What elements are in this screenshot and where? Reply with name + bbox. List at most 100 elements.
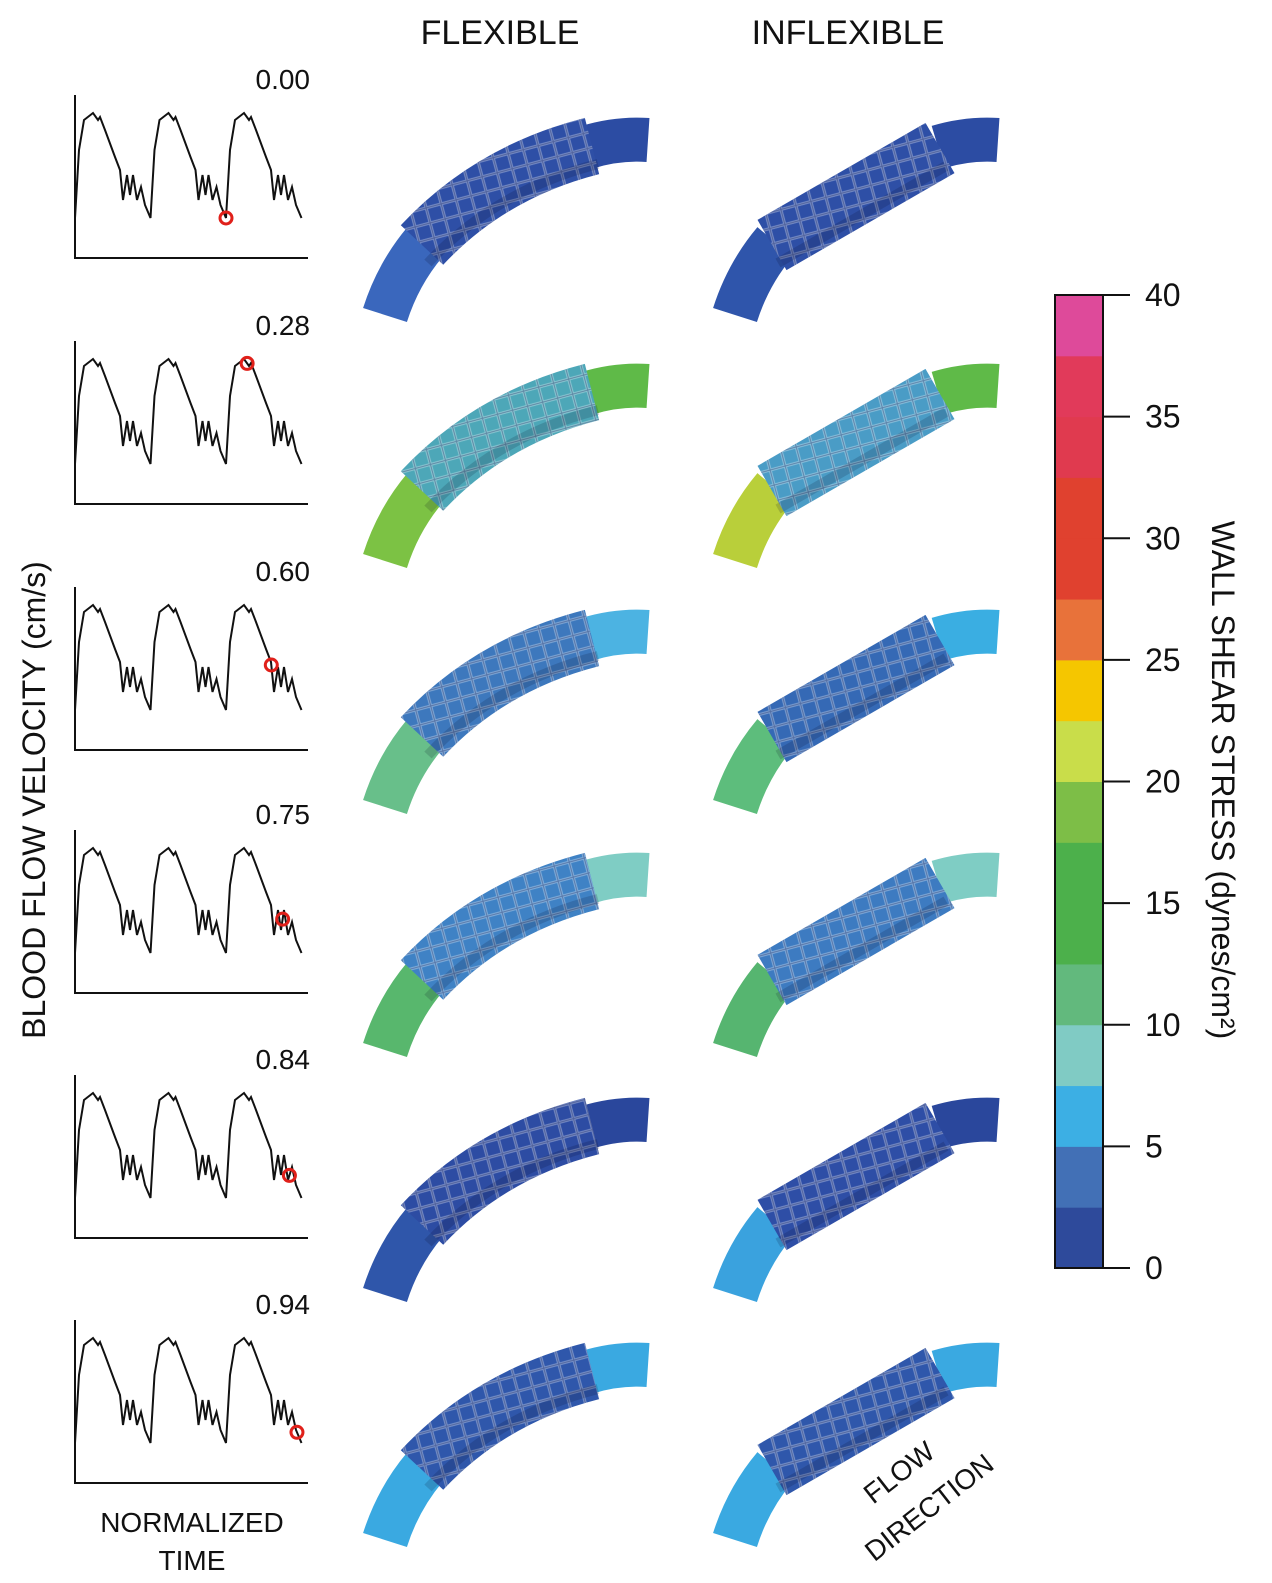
stent-mesh [757,1347,955,1496]
vessel-proximal [931,609,1000,661]
stent-mesh [400,852,600,1001]
colorbar-level [1055,781,1103,843]
x-axis-label: NORMALIZED [100,1507,284,1538]
colorbar-title: WALL SHEAR STRESS (dynes/cm²) [1205,521,1241,1040]
time-label: 0.00 [256,64,311,95]
colorbar-level [1055,903,1103,965]
colorbar-tick-label: 30 [1145,520,1181,556]
colorbar-tick-label: 5 [1145,1128,1163,1164]
vessel-shade [424,1139,600,1247]
colorbar-tick-label: 40 [1145,277,1181,313]
vessel-shade [424,894,600,1002]
stent-mesh [400,609,600,758]
vessel-distal [713,1452,793,1548]
vessel-shade [424,405,600,513]
vessel-distal [363,1452,443,1548]
stent-mesh [757,614,955,763]
time-marker [263,657,279,673]
column-title: INFLEXIBLE [752,14,945,52]
vessel-proximal [581,117,650,169]
colorbar-level [1055,355,1103,418]
axes [74,341,308,505]
vessel-distal [713,1207,793,1303]
waveform [74,1336,303,1444]
vessel-distal [363,962,443,1058]
vessel-proximal [581,363,650,415]
time-label: 0.60 [256,556,311,587]
vessel-proximal [581,1097,650,1149]
vessel-shade [424,651,600,759]
stent-mesh [400,1097,600,1246]
vessel-shade [775,896,949,1003]
colorbar-tick-label: 0 [1145,1250,1163,1286]
stent-mesh [400,117,600,266]
colorbar-tick-label: 15 [1145,885,1181,921]
vessel-proximal [931,117,1000,169]
time-marker [289,1424,305,1440]
vessel-shade [424,1384,600,1492]
colorbar-level [1055,295,1103,357]
colorbar-level [1055,842,1103,904]
stent-mesh [757,368,955,517]
vessel-proximal [581,1342,650,1394]
time-marker [275,911,291,927]
stent-mesh [757,122,955,271]
time-label: 0.84 [256,1044,311,1075]
colorbar-level [1055,1146,1103,1208]
vessel-distal [363,227,443,323]
vessel-shade [424,159,600,267]
colorbar-level [1055,538,1103,600]
axes [74,830,308,994]
colorbar-tick-label: 25 [1145,642,1181,678]
axes [74,95,308,259]
vessel-shade [775,407,949,514]
time-marker [281,1167,297,1183]
vessel-proximal [931,852,1000,904]
vessel-distal [363,1207,443,1303]
vessel-proximal [581,609,650,661]
waveform [74,846,303,954]
vessel-proximal [931,363,1000,415]
colorbar-level [1055,659,1103,722]
stent-mesh [400,363,600,512]
time-marker [218,210,234,226]
axes [74,1320,308,1484]
waveform [74,111,303,219]
vessel-shade [775,161,949,268]
vessel-shade [775,653,949,760]
time-label: 0.75 [256,799,311,830]
column-title: FLEXIBLE [421,14,580,52]
vessel-distal [713,719,793,815]
y-axis-label: BLOOD FLOW VELOCITY (cm/s) [16,561,52,1039]
waveform [74,1091,303,1199]
colorbar-level [1055,1085,1103,1147]
colorbar-level [1055,477,1103,539]
vessel-shade [775,1141,949,1248]
axes [74,587,308,751]
vessel-distal [713,227,793,323]
x-axis-label: TIME [159,1545,226,1576]
waveform [74,603,303,711]
vessel-proximal [581,852,650,904]
vessel-distal [713,962,793,1058]
colorbar-level [1055,1024,1103,1087]
vessel-distal [713,473,793,569]
stent-mesh [757,857,955,1006]
colorbar-level [1055,1207,1103,1269]
colorbar-tick-label: 10 [1145,1007,1181,1043]
colorbar-tick-label: 35 [1145,399,1181,435]
time-label: 0.94 [256,1289,311,1320]
vessel-proximal [931,1097,1000,1149]
vessel-distal [363,473,443,569]
vessel-shade [775,1386,949,1493]
waveform [74,357,303,465]
time-label: 0.28 [256,310,311,341]
vessel-distal [363,719,443,815]
stent-mesh [757,1102,955,1251]
stent-mesh [400,1342,600,1491]
colorbar-level [1055,720,1103,782]
colorbar-tick-label: 20 [1145,764,1181,800]
colorbar-level [1055,416,1103,478]
colorbar-level [1055,599,1103,661]
